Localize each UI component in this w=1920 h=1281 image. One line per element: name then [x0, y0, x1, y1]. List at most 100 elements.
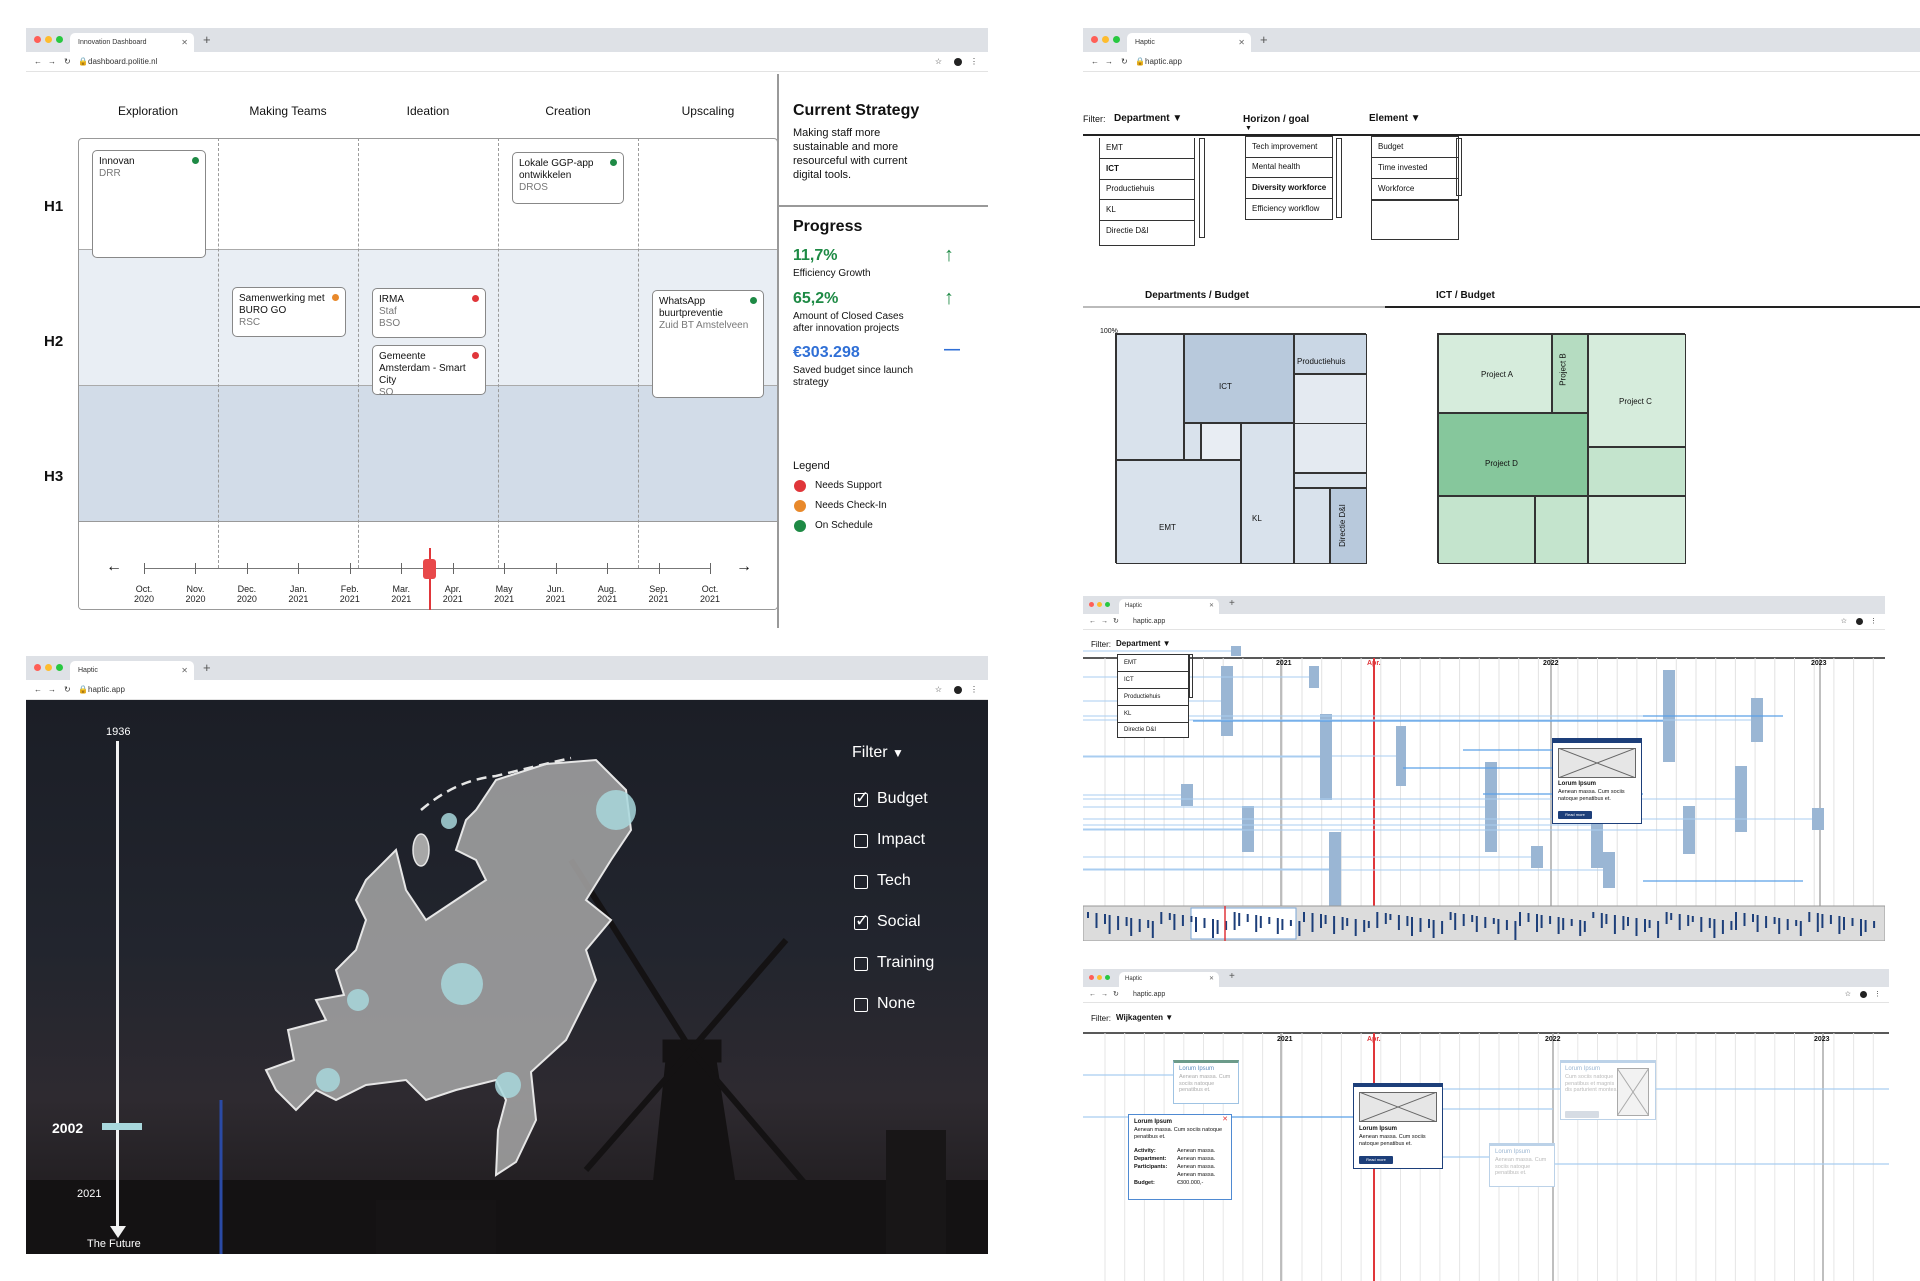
- dropdown-option[interactable]: Workforce: [1372, 179, 1458, 200]
- year-slider-track[interactable]: [116, 741, 119, 1231]
- filter-wijkagenten-label[interactable]: Wijkagenten ▼: [1116, 1013, 1174, 1022]
- dropdown-option[interactable]: Tech improvement: [1246, 137, 1332, 158]
- dropdown-option[interactable]: ICT: [1118, 672, 1188, 689]
- address-bar[interactable]: ← → ↻ 🔒 haptic.app: [1083, 52, 1920, 72]
- dropdown-option[interactable]: Directie D&I: [1124, 727, 1157, 733]
- treemap-cell[interactable]: [1184, 423, 1201, 460]
- treemap-cell-directie[interactable]: Directie D&I: [1330, 488, 1367, 564]
- dropdown-option[interactable]: Directie D&I: [1106, 226, 1149, 235]
- reload-icon[interactable]: ↻: [1113, 991, 1119, 998]
- timeline-slider-handle[interactable]: [423, 559, 436, 579]
- dropdown-option[interactable]: KL: [1100, 200, 1194, 221]
- minimize-window-icon[interactable]: [1097, 975, 1102, 980]
- bookmark-star-icon[interactable]: ☆: [1844, 991, 1851, 998]
- dropdown-option[interactable]: EMT: [1106, 143, 1123, 152]
- profile-icon[interactable]: [1860, 991, 1867, 998]
- filter-option-label[interactable]: Social: [877, 913, 921, 930]
- reload-icon[interactable]: ↻: [1113, 618, 1119, 625]
- treemap-cell[interactable]: [1294, 423, 1367, 473]
- maximize-window-icon[interactable]: [56, 664, 63, 671]
- treemap-cell[interactable]: [1294, 374, 1367, 424]
- department-dropdown[interactable]: EMT ICT Productiehuis KL Directie D&I: [1099, 138, 1195, 246]
- close-icon[interactable]: ✕: [1222, 1116, 1228, 1123]
- menu-dots-icon[interactable]: ⋮: [970, 57, 978, 66]
- timeline-month-label[interactable]: Sep. 2021: [639, 584, 679, 604]
- dropdown-option[interactable]: Diversity workforce: [1246, 178, 1332, 199]
- checkbox-checked-icon[interactable]: ✓: [854, 911, 869, 930]
- browser-tab[interactable]: Innovation Dashboard ✕: [70, 33, 194, 52]
- filter-element-label[interactable]: Element ▼: [1369, 113, 1421, 124]
- dropdown-option[interactable]: Mental health: [1246, 157, 1332, 178]
- dropdown-option[interactable]: EMT: [1118, 655, 1188, 672]
- treemap-cell-project-b[interactable]: Project B: [1552, 334, 1588, 413]
- tab-close-icon[interactable]: ✕: [1238, 38, 1245, 47]
- tab-ict-budget[interactable]: ICT / Budget: [1436, 290, 1495, 301]
- dropdown-option[interactable]: Time invested: [1372, 158, 1458, 179]
- timeline-month-label[interactable]: Oct. 2021: [690, 584, 730, 604]
- project-card[interactable]: Samenwerking met BURO GO RSC: [232, 287, 346, 337]
- timeline-month-label[interactable]: May 2021: [484, 584, 524, 604]
- dropdown-scrollbar[interactable]: [1189, 654, 1193, 698]
- filter-department-label[interactable]: Department ▼: [1116, 639, 1171, 648]
- department-dropdown[interactable]: EMT ICT Productiehuis KL Directie D&I: [1117, 654, 1189, 738]
- filter-option-label[interactable]: Budget: [877, 790, 928, 807]
- treemap-cell-project-c[interactable]: Project C: [1588, 334, 1686, 447]
- dropdown-scrollbar[interactable]: [1199, 138, 1205, 238]
- forward-icon[interactable]: →: [48, 685, 56, 694]
- treemap-cell[interactable]: [1294, 488, 1330, 564]
- back-icon[interactable]: ←: [34, 685, 42, 694]
- tab-close-icon[interactable]: ✕: [1208, 603, 1214, 609]
- event-card[interactable]: Lorum Ipsum Cum sociis natoque penatibus…: [1560, 1060, 1656, 1120]
- dropdown-option[interactable]: [1372, 200, 1458, 201]
- filter-option-label[interactable]: Training: [877, 954, 935, 971]
- horizon-dropdown[interactable]: Tech improvement Mental health Diversity…: [1245, 136, 1333, 220]
- treemap-cell[interactable]: [1438, 496, 1535, 564]
- timeline-month-label[interactable]: Feb. 2021: [330, 584, 370, 604]
- event-card[interactable]: Lorum Ipsum Aenean massa. Cum sociis nat…: [1489, 1143, 1555, 1187]
- dropdown-option[interactable]: Budget: [1372, 137, 1458, 158]
- forward-icon[interactable]: →: [48, 57, 56, 66]
- checkbox-icon[interactable]: [854, 834, 868, 848]
- timeline-right-arrow-icon[interactable]: →: [736, 558, 752, 575]
- timeline-month-label[interactable]: Jun. 2021: [536, 584, 576, 604]
- checkbox-icon[interactable]: [854, 875, 868, 889]
- project-card[interactable]: Innovan DRR: [92, 150, 206, 258]
- treemap-cell[interactable]: [1201, 423, 1241, 460]
- treemap-cell-ict[interactable]: ICT: [1184, 334, 1294, 423]
- timeline-month-label[interactable]: Dec. 2020: [227, 584, 267, 604]
- dropdown-scrollbar[interactable]: [1456, 138, 1462, 196]
- close-window-icon[interactable]: [1089, 975, 1094, 980]
- maximize-window-icon[interactable]: [1105, 975, 1110, 980]
- timeline-month-label[interactable]: Mar. 2021: [381, 584, 421, 604]
- treemap-cell-productiehuis[interactable]: Productiehuis: [1294, 334, 1367, 374]
- new-tab-icon[interactable]: +: [203, 660, 211, 675]
- filter-option-label[interactable]: None: [877, 995, 916, 1012]
- filter-option-label[interactable]: Impact: [877, 831, 926, 848]
- event-card[interactable]: Lorum Ipsum Aenean massa. Cum sociis nat…: [1173, 1060, 1239, 1104]
- new-tab-icon[interactable]: +: [1229, 971, 1235, 982]
- timeline-left-arrow-icon[interactable]: ←: [106, 558, 122, 575]
- element-dropdown[interactable]: Budget Time invested Workforce: [1371, 136, 1459, 240]
- filter-department-label[interactable]: Department ▼: [1114, 113, 1183, 124]
- dropdown-option[interactable]: ICT: [1100, 158, 1194, 180]
- treemap-cell-kl[interactable]: KL: [1241, 423, 1294, 564]
- browser-tab[interactable]: Haptic ✕: [1119, 599, 1219, 614]
- map-filter-heading[interactable]: Filter ▼: [852, 744, 904, 762]
- event-card-detail[interactable]: ✕ Lorum Ipsum Aenean massa. Cum sociis n…: [1128, 1114, 1232, 1200]
- project-card[interactable]: Lokale GGP-app ontwikkelen DROS: [512, 152, 624, 204]
- bookmark-star-icon[interactable]: ☆: [934, 57, 942, 66]
- timeline-month-label[interactable]: Oct. 2020: [124, 584, 164, 604]
- close-window-icon[interactable]: [34, 664, 41, 671]
- back-icon[interactable]: ←: [34, 57, 42, 66]
- treemap-cell[interactable]: [1116, 334, 1184, 460]
- timeline-month-label[interactable]: Aug. 2021: [587, 584, 627, 604]
- timeline-month-label[interactable]: Apr. 2021: [433, 584, 473, 604]
- tab-close-icon[interactable]: ✕: [1208, 976, 1214, 982]
- project-card[interactable]: Gemeente Amsterdam - Smart City SO: [372, 345, 486, 398]
- menu-dots-icon[interactable]: ⋮: [970, 685, 978, 694]
- back-icon[interactable]: ←: [1089, 618, 1096, 625]
- read-more-button[interactable]: Read more: [1558, 811, 1592, 819]
- minimize-window-icon[interactable]: [1102, 36, 1109, 43]
- close-window-icon[interactable]: [1091, 36, 1098, 43]
- address-bar[interactable]: ← → ↻ haptic.app ☆ ⋮: [1083, 614, 1885, 630]
